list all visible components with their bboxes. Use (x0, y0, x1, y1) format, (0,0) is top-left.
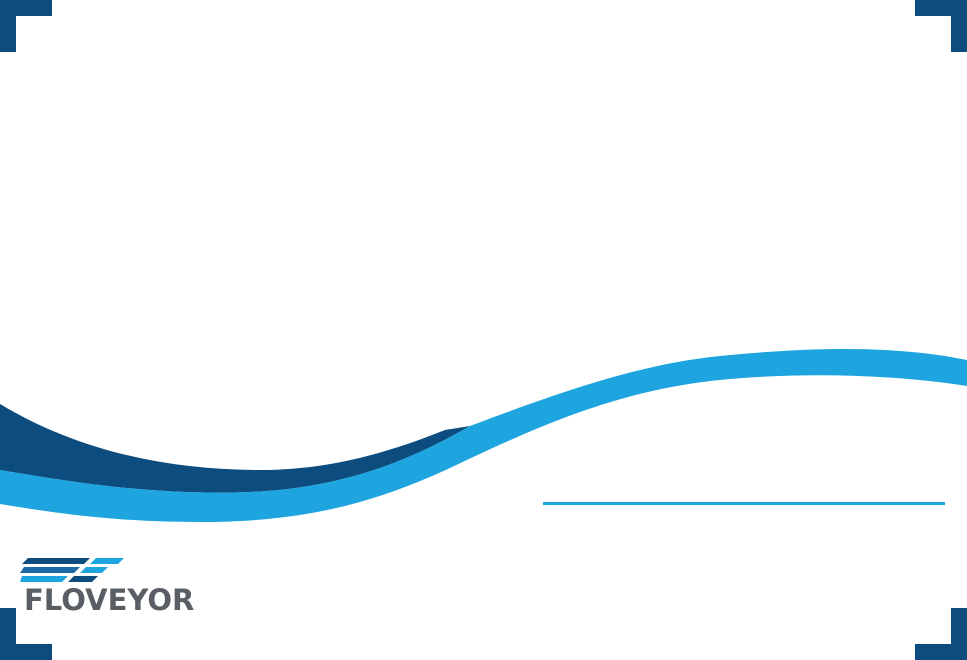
corner-bracket-top-right (915, 0, 967, 52)
navy-wave (0, 404, 470, 493)
wave-icon (0, 349, 967, 522)
corner-bracket-icon (915, 608, 967, 660)
corner-bracket-icon (0, 608, 52, 660)
floveyor-logo-icon (20, 556, 130, 586)
corner-bracket-bottom-right (915, 608, 967, 660)
corner-bracket-top-left (0, 0, 52, 52)
corner-bracket-icon (0, 0, 52, 52)
brand-name: FLOVEYOR (24, 583, 195, 617)
divider-line (543, 502, 945, 505)
floveyor-logo: FLOVEYOR (20, 556, 244, 617)
corner-bracket-icon (915, 0, 967, 52)
blue-wave (0, 349, 967, 522)
wave-graphic (0, 330, 967, 540)
corner-bracket-bottom-left (0, 608, 52, 660)
